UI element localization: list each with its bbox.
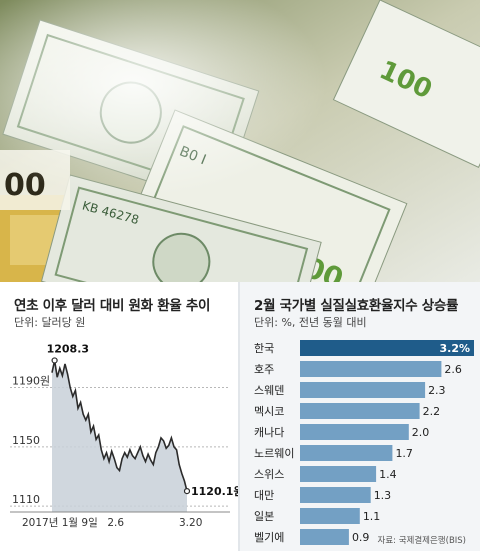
- bar-category-label: 캐나다: [254, 426, 284, 439]
- x-tick-label: 2.6: [107, 517, 124, 529]
- bar: [300, 361, 442, 377]
- bar-chart-unit: 단위: %, 전년 동월 대비: [254, 316, 367, 329]
- rate-area: [52, 360, 187, 512]
- end-label: 1120.1원: [191, 484, 238, 498]
- bar-value-label: 2.2: [423, 405, 441, 418]
- bar-value-label: 2.0: [412, 426, 430, 439]
- bar: [300, 424, 409, 440]
- bar: [300, 403, 420, 419]
- end-marker: [183, 488, 191, 495]
- rate-line: [51, 360, 188, 492]
- bar: [300, 487, 371, 503]
- bar-value-label: 1.3: [374, 489, 392, 502]
- bar-value-label: 2.3: [428, 384, 446, 397]
- bar-value-label: 2.6: [444, 363, 462, 376]
- bar-value-label: 0.9: [352, 531, 370, 544]
- bar-category-label: 스웨덴: [254, 384, 284, 397]
- bar-category-label: 스위스: [254, 468, 284, 481]
- y-tick-label: 1190원: [12, 375, 50, 388]
- peak-marker: [51, 357, 58, 364]
- bar: [300, 340, 474, 356]
- line-chart-title: 연초 이후 달러 대비 원화 환율 추이: [14, 298, 211, 314]
- x-tick-label: 2017년 1월 9일: [22, 516, 98, 529]
- source-note: 자료: 국제결제은행(BIS): [378, 535, 467, 546]
- bar-category-label: 호주: [254, 363, 274, 376]
- bar-category-label: 한국: [254, 342, 274, 355]
- bar-value-label: 1.4: [379, 468, 397, 481]
- line-chart-unit: 단위: 달러당 원: [14, 316, 86, 329]
- bar-chart-title: 2월 국가별 실질실효환율지수 상승률: [254, 298, 459, 314]
- bar: [300, 508, 360, 524]
- bar-category-label: 대만: [254, 489, 274, 502]
- panel-divider: [238, 282, 240, 551]
- exchange-rate-chart: 1190원 1150 1110 2017년 1월 9일 2.6 3.20 1208.3 112…: [10, 342, 238, 529]
- bar: [300, 382, 426, 398]
- bar-value-label: 1.1: [363, 510, 381, 523]
- bar: [300, 466, 377, 482]
- banknotes-photo: 100 B0 I 100 KB 46278 100 00: [0, 0, 480, 282]
- bar: [300, 445, 393, 461]
- y-tick-label: 1150: [12, 434, 40, 447]
- bar-value-label: 1.7: [395, 447, 413, 460]
- real-effective-rate-chart: 한국 3.2% 호주 2.6 스웨덴 2.3 멕시코 2.2 캐나다 2.0 노르웨이 1.7 스위스 1…: [254, 340, 474, 546]
- bar-value-label: 3.2%: [439, 342, 470, 355]
- real-effective-rate-panel: 2월 국가별 실질실효환율지수 상승률 단위: %, 전년 동월 대비 한국 3.…: [240, 282, 480, 551]
- bar-category-label: 일본: [254, 509, 274, 523]
- peak-label: 1208.3: [47, 342, 89, 355]
- exchange-rate-panel: 연초 이후 달러 대비 원화 환율 추이 단위: 달러당 원 1190원 1150…: [0, 282, 238, 551]
- bar-category-label: 노르웨이: [254, 447, 294, 460]
- bar-category-label: 멕시코: [254, 405, 284, 418]
- x-tick-label: 3.20: [179, 517, 202, 529]
- bar-category-label: 벨기에: [254, 531, 284, 544]
- bar: [300, 529, 349, 545]
- y-tick-label: 1110: [12, 493, 40, 506]
